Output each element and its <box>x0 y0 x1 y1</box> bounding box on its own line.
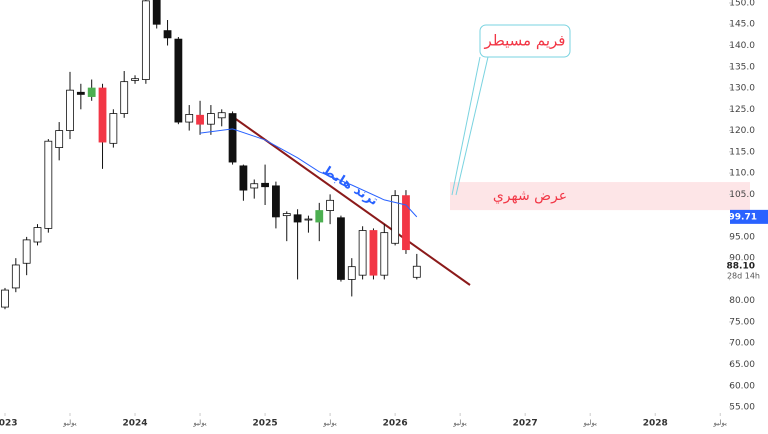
candle-body <box>206 113 215 125</box>
y-tick-label: 115.0 <box>729 147 755 157</box>
y-tick-label: 110.0 <box>729 169 755 179</box>
x-tick-label: 2025 <box>253 419 278 429</box>
candle-body <box>380 232 389 276</box>
x-tick-label: يوليو <box>582 419 596 427</box>
y-tick-label: 150.0 <box>729 0 755 8</box>
callout-text: فريم مسيطر <box>484 32 566 50</box>
y-tick-label: 130.0 <box>729 84 755 94</box>
candle-body <box>391 195 400 244</box>
zone-label: عرض شهري <box>493 188 567 204</box>
y-tick-label: 145.0 <box>729 20 755 30</box>
y-tick-label: 135.0 <box>729 62 755 72</box>
candle-body <box>87 87 96 97</box>
x-tick-label: 2024 <box>123 419 148 429</box>
x-tick-label: يوليو <box>62 419 76 427</box>
candle-body <box>282 213 291 217</box>
candle-body <box>293 214 302 223</box>
candle-body <box>347 266 356 280</box>
y-tick-label: 120.0 <box>729 126 755 136</box>
y-tick-label: 95.00 <box>729 232 755 242</box>
x-tick-label: 2023 <box>0 419 18 429</box>
candle-body <box>1 289 9 308</box>
candle-body <box>358 230 367 276</box>
candle-body <box>369 230 378 276</box>
y-tick-label: 55.00 <box>729 403 755 413</box>
callout-pointer <box>455 56 489 196</box>
supply-zone <box>450 182 750 211</box>
candle-body <box>326 199 335 211</box>
callout-pointer <box>451 56 481 196</box>
candle-body <box>163 30 172 39</box>
candle-body <box>141 0 150 80</box>
candle-body <box>76 91 85 95</box>
candle-body <box>304 218 313 221</box>
candle-body <box>109 113 118 144</box>
candle-body <box>152 0 161 25</box>
x-tick-label: يوليو <box>713 419 727 427</box>
candle-body <box>412 265 421 278</box>
y-tick-label: 90.00 <box>729 254 755 264</box>
candle-body <box>315 210 324 223</box>
candle-body <box>239 165 248 191</box>
ma-price-box <box>730 209 768 224</box>
y-tick-label: 60.00 <box>729 381 755 391</box>
candle-body <box>11 264 20 289</box>
x-tick-label: يوليو <box>192 419 206 427</box>
y-tick-label: 140.0 <box>729 41 755 51</box>
y-tick-label: 65.00 <box>729 360 755 370</box>
candle-body <box>98 87 107 143</box>
candle-body <box>44 140 53 229</box>
y-tick-label: 105.0 <box>729 190 755 200</box>
candle-body <box>120 81 129 114</box>
x-tick-label: 2026 <box>383 419 408 429</box>
candle-body <box>174 38 183 123</box>
candle-body <box>22 239 31 264</box>
candle-body <box>185 114 194 123</box>
candle-body <box>272 185 280 218</box>
y-tick-label: 70.00 <box>729 339 755 349</box>
candle-body <box>337 217 345 280</box>
callout-box <box>479 24 571 58</box>
candle-body <box>33 227 42 243</box>
x-tick-label: يوليو <box>452 419 466 427</box>
candle-body <box>261 182 269 188</box>
moving-average <box>199 128 418 218</box>
x-tick-label: 2028 <box>643 419 668 429</box>
candle-body <box>228 113 237 163</box>
countdown: 28d 14h <box>727 272 760 281</box>
last-price-box <box>730 260 768 283</box>
x-tick-label: يوليو <box>322 419 336 427</box>
ma-price-label: 99.71 <box>729 212 757 222</box>
candle-body <box>55 130 64 148</box>
candle-body <box>131 78 139 81</box>
y-tick-label: 75.00 <box>729 317 755 327</box>
candle-body <box>217 112 226 119</box>
y-tick-label: 125.0 <box>729 105 755 115</box>
candle-body <box>196 114 204 125</box>
x-tick-label: 2027 <box>513 419 538 429</box>
trend-line <box>232 116 471 286</box>
candle-body <box>402 195 410 251</box>
y-tick-label: 80.00 <box>729 296 755 306</box>
last-price-label: 88.10 <box>727 262 755 272</box>
candle-body <box>250 183 259 189</box>
candle-body <box>66 89 74 131</box>
